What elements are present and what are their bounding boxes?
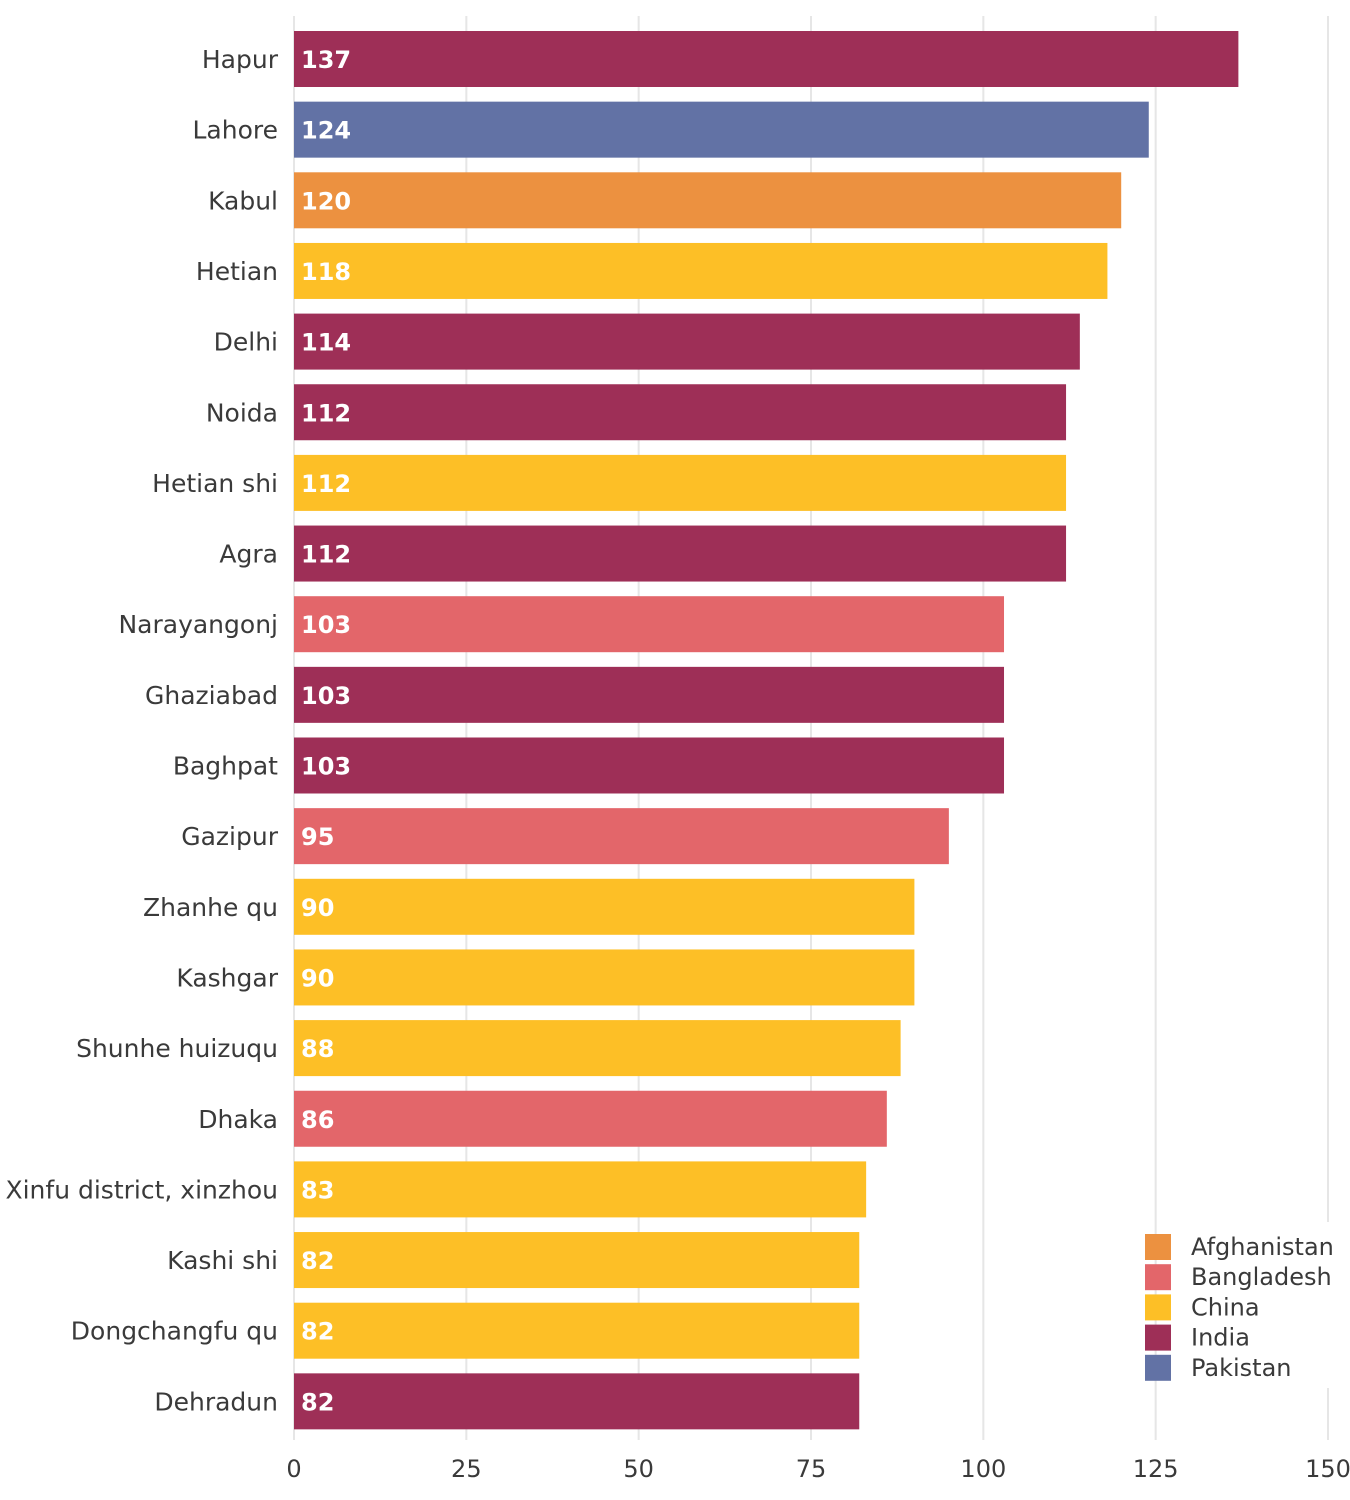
category-label: Agra [219,540,278,569]
value-label: 112 [301,399,351,427]
legend-swatch [1145,1294,1171,1321]
bar [294,666,1005,723]
value-label: 90 [301,894,334,922]
bar [294,31,1239,87]
category-label: Dhaka [198,1105,278,1134]
category-label: Noida [206,398,278,427]
x-tick-label: 50 [623,1455,654,1483]
bar [294,737,1005,794]
x-tick-label: 0 [286,1455,301,1483]
category-label: Xinfu district, xinzhou [5,1175,278,1204]
legend-swatch [1145,1324,1171,1351]
value-label: 112 [301,541,351,569]
category-label: Hetian shi [152,469,278,498]
bar [294,1302,860,1359]
bar [294,1161,867,1218]
x-axis-tick-labels: 0 25 50 75 100 125 150 [286,1455,1350,1483]
legend-swatch [1145,1234,1171,1260]
x-tick-label: 25 [451,1455,482,1483]
value-label: 82 [301,1388,334,1416]
category-label: Hapur [202,45,279,74]
bar [294,313,1080,370]
value-label: 83 [301,1176,334,1204]
value-label: 88 [301,1035,334,1063]
category-labels: Hapur Lahore Kabul Hetian Delhi Noida Hetian s… [5,45,278,1416]
x-tick-label: 100 [960,1455,1006,1483]
value-labels: 137 124 120 118 114 112 112 112 103 103 103 95 90 90 8… [301,46,351,1416]
bar [294,172,1122,229]
category-label: Dongchangfu qu [71,1317,278,1346]
legend-label: India [1191,1324,1250,1352]
category-label: Baghpat [173,752,278,781]
category-label: Kashi shi [167,1246,278,1275]
value-label: 114 [301,329,351,357]
value-label: 95 [301,823,334,851]
category-label: Dehradun [154,1387,278,1416]
category-label: Kashgar [176,963,278,992]
value-label: 112 [301,470,351,498]
category-label: Delhi [214,328,278,357]
value-label: 124 [301,117,351,145]
category-label: Zhanhe qu [143,893,278,922]
x-tick-label: 150 [1305,1455,1350,1483]
bar [294,101,1149,158]
legend-label: Afghanistan [1191,1233,1334,1261]
legend-label: Pakistan [1191,1354,1292,1382]
value-label: 103 [301,682,351,710]
category-label: Shunhe huizuqu [76,1034,278,1063]
bar [294,878,915,935]
value-label: 82 [301,1247,334,1275]
legend-label: China [1191,1293,1260,1321]
bar [294,384,1067,441]
value-label: 120 [301,187,351,215]
category-label: Kabul [208,186,278,215]
category-label: Ghaziabad [145,681,278,710]
legend-swatch [1145,1354,1171,1381]
value-label: 90 [301,964,334,992]
value-label: 103 [301,753,351,781]
bar [294,808,949,865]
value-label: 103 [301,611,351,639]
bar [294,525,1067,582]
bar [294,1020,901,1077]
legend-swatch [1145,1264,1171,1291]
category-label: Gazipur [181,822,278,851]
bar [294,454,1067,511]
value-label: 118 [301,258,351,286]
value-label: 86 [301,1106,334,1134]
category-label: Lahore [193,116,279,145]
bar [294,1090,887,1147]
category-label: Hetian [196,257,278,286]
x-tick-label: 75 [796,1455,827,1483]
gridlines [293,16,1329,1440]
legend-label: Bangladesh [1191,1263,1332,1291]
value-label: 82 [301,1318,334,1346]
bar [294,949,915,1006]
bar [294,1232,860,1289]
x-tick-label: 125 [1133,1455,1179,1483]
bar [294,242,1108,299]
value-label: 137 [301,46,351,74]
bars [294,31,1239,1430]
category-label: Narayangonj [118,610,278,639]
bar [294,596,1005,653]
bar [294,1373,860,1430]
